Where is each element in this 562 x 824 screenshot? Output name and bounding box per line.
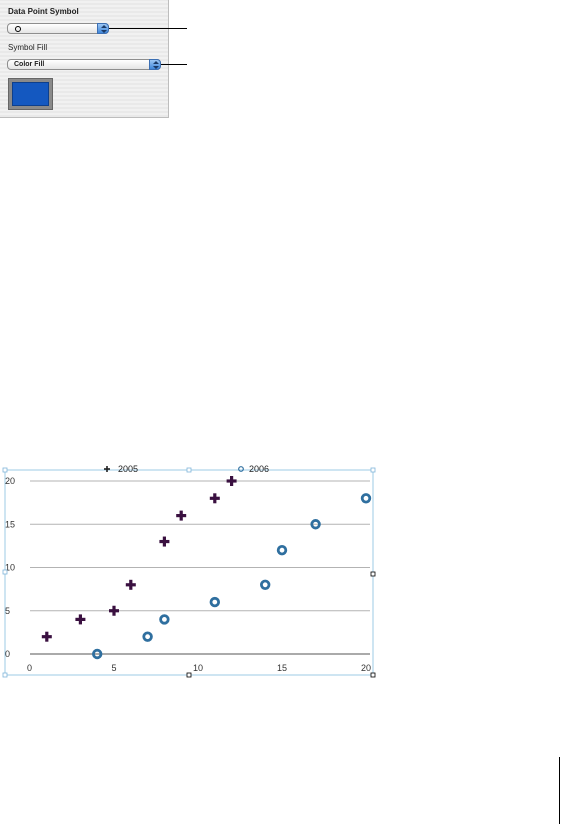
color-swatch-fill <box>12 82 49 106</box>
point-2006 <box>159 614 170 625</box>
symbol-fill-value: Color Fill <box>14 61 45 68</box>
x-tick-label: 5 <box>111 663 116 673</box>
popup-arrows-icon <box>149 59 161 70</box>
selection-handle <box>186 672 192 678</box>
point-2006 <box>276 544 288 556</box>
selection-handles <box>2 467 376 678</box>
selection-handle <box>370 467 376 473</box>
point-2006 <box>310 519 321 530</box>
legend-plus-icon <box>104 466 110 472</box>
inspector-panel: Data Point Symbol Symbol Fill Color Fill <box>0 0 169 118</box>
y-tick-label: 5 <box>5 606 10 616</box>
x-axis-ticks: 0 5 10 15 20 <box>27 663 371 673</box>
symbol-fill-label: Symbol Fill <box>8 43 48 52</box>
chart-legend: 2005 2006 <box>104 464 269 474</box>
selection-handle <box>2 672 8 678</box>
point-2005 <box>209 493 220 504</box>
point-2006 <box>91 648 103 660</box>
chart-selection-frame <box>4 469 374 676</box>
point-2005 <box>75 614 86 625</box>
circle-icon <box>15 26 21 32</box>
legend-circle-icon <box>238 466 244 472</box>
x-tick-label: 20 <box>361 663 371 673</box>
point-2006 <box>360 493 372 504</box>
symbol-fill-popup[interactable]: Color Fill <box>7 59 161 70</box>
x-tick-label: 10 <box>193 663 203 673</box>
x-tick-label: 0 <box>27 663 32 673</box>
legend-label-2006: 2006 <box>249 464 269 474</box>
point-2006 <box>260 579 271 590</box>
data-point-symbol-label: Data Point Symbol <box>8 7 79 16</box>
point-2006 <box>142 631 153 642</box>
y-tick-label: 15 <box>5 519 15 529</box>
scatter-chart: 0 5 10 15 20 0 5 10 15 20 2005 2006 <box>2 464 376 678</box>
legend-label-2005: 2005 <box>118 464 138 474</box>
point-2005 <box>41 631 52 642</box>
point-2005 <box>109 605 119 616</box>
chart-grid <box>30 480 370 655</box>
selection-handle <box>370 571 376 577</box>
color-well[interactable] <box>8 78 53 110</box>
selection-handle <box>186 467 192 473</box>
data-point-symbol-popup[interactable] <box>7 23 109 34</box>
point-2005 <box>125 579 136 590</box>
x-tick-label: 15 <box>277 663 287 673</box>
y-axis-ticks: 0 5 10 15 20 <box>5 476 15 659</box>
y-tick-label: 10 <box>5 563 15 573</box>
selection-handle <box>370 672 376 678</box>
point-2005 <box>226 476 237 486</box>
page-edge-rule <box>559 757 560 824</box>
selection-handle <box>2 569 8 575</box>
y-tick-label: 0 <box>5 649 10 659</box>
point-2005 <box>176 510 187 521</box>
point-2006 <box>209 596 220 608</box>
popup-arrows-icon <box>97 23 109 34</box>
chart-points <box>41 476 372 660</box>
y-tick-label: 20 <box>5 476 15 486</box>
callout-line-symbol <box>109 28 187 29</box>
callout-line-fill <box>161 64 187 65</box>
point-2005 <box>159 536 170 547</box>
selection-handle <box>2 467 8 473</box>
